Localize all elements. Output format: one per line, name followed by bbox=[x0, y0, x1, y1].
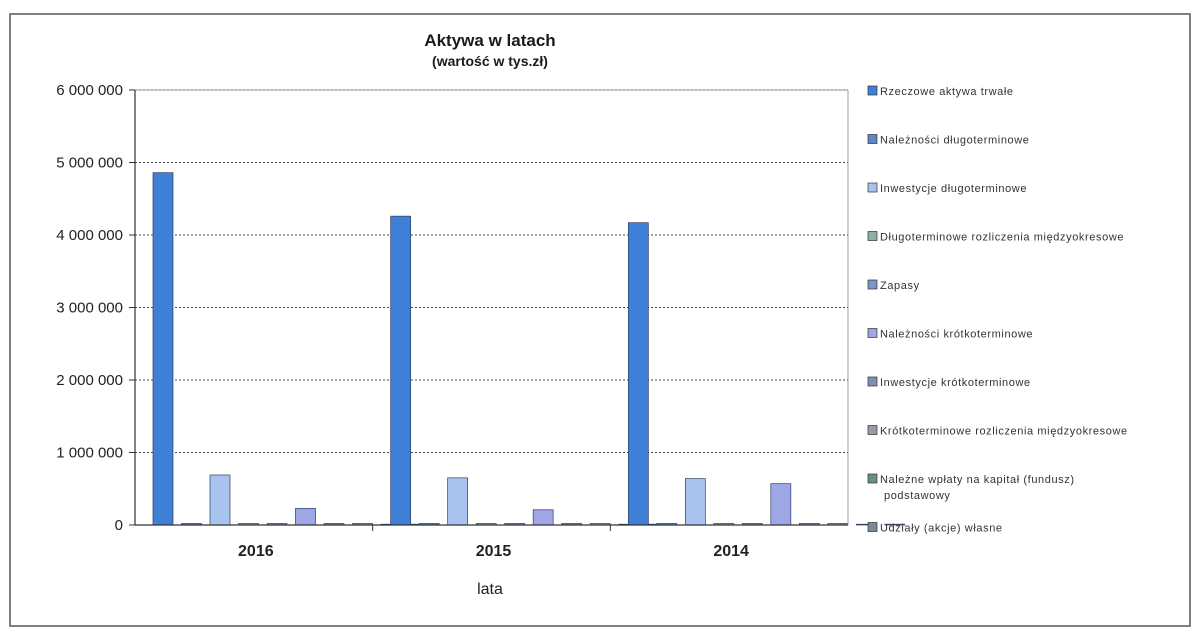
x-axis-label: lata bbox=[477, 581, 503, 598]
y-tick-label: 2 000 000 bbox=[56, 372, 123, 389]
bar-layer bbox=[152, 172, 906, 526]
legend-label: Inwestycje krótkoterminowe bbox=[880, 377, 1031, 389]
legend-swatch bbox=[867, 85, 878, 96]
legend-swatch bbox=[867, 376, 878, 387]
y-tick-label: 5 000 000 bbox=[56, 155, 123, 172]
bar bbox=[390, 215, 412, 526]
bar bbox=[884, 523, 906, 526]
bar bbox=[532, 509, 554, 526]
y-tick-label: 6 000 000 bbox=[56, 82, 123, 99]
chart-title: Aktywa w latach bbox=[424, 31, 555, 50]
bar bbox=[770, 483, 792, 526]
legend-label: Należności krótkoterminowe bbox=[880, 329, 1033, 341]
chart-border bbox=[9, 13, 1191, 627]
legend-label: Długoterminowe rozliczenia międzyokresow… bbox=[880, 232, 1124, 244]
bar bbox=[684, 478, 706, 526]
bar bbox=[447, 477, 469, 526]
y-tick-label: 4 000 000 bbox=[56, 227, 123, 244]
legend-label: Zapasy bbox=[880, 280, 920, 292]
legend-label: podstawowy bbox=[884, 490, 951, 502]
legend-label: Udziały (akcje) własne bbox=[880, 523, 1003, 535]
bar bbox=[295, 507, 316, 526]
legend-swatch bbox=[867, 522, 878, 532]
bar bbox=[152, 172, 174, 526]
legend-label: Należne wpłaty na kapitał (fundusz) bbox=[880, 474, 1075, 486]
legend-label: Należności długoterminowe bbox=[880, 135, 1030, 147]
y-tick-label: 3 000 000 bbox=[56, 300, 123, 317]
x-tick-label: 2014 bbox=[713, 543, 749, 560]
bar bbox=[627, 222, 649, 526]
bar bbox=[209, 474, 231, 526]
legend-swatch bbox=[867, 231, 878, 241]
legend-swatch bbox=[867, 134, 878, 144]
legend-swatch bbox=[867, 182, 878, 193]
legend-swatch bbox=[867, 473, 878, 484]
y-tick-label: 0 bbox=[115, 517, 123, 534]
chart-subtitle: (wartość w tys.zł) bbox=[432, 53, 548, 69]
x-tick-label: 2015 bbox=[476, 543, 512, 560]
legend-swatch bbox=[867, 279, 878, 290]
x-tick-label: 2016 bbox=[238, 543, 274, 560]
legend-label: Krótkoterminowe rozliczenia międzyokreso… bbox=[880, 426, 1128, 438]
y-axis-ticks: 0 1 000 000 2 000 000 3 000 000 4 000 000 5 0… bbox=[56, 82, 135, 534]
axis-layer bbox=[134, 89, 849, 526]
legend-label: Rzeczowe aktywa trwałe bbox=[880, 86, 1014, 98]
legend-label: Inwestycje długoterminowe bbox=[880, 183, 1027, 195]
legend-swatch bbox=[867, 328, 878, 338]
legend-swatch bbox=[867, 425, 878, 435]
y-tick-label: 1 000 000 bbox=[56, 445, 123, 462]
legend: Rzeczowe aktywa trwałe Należności długote… bbox=[867, 85, 1128, 535]
x-axis-ticks: 2016 2015 2014 bbox=[238, 525, 749, 560]
